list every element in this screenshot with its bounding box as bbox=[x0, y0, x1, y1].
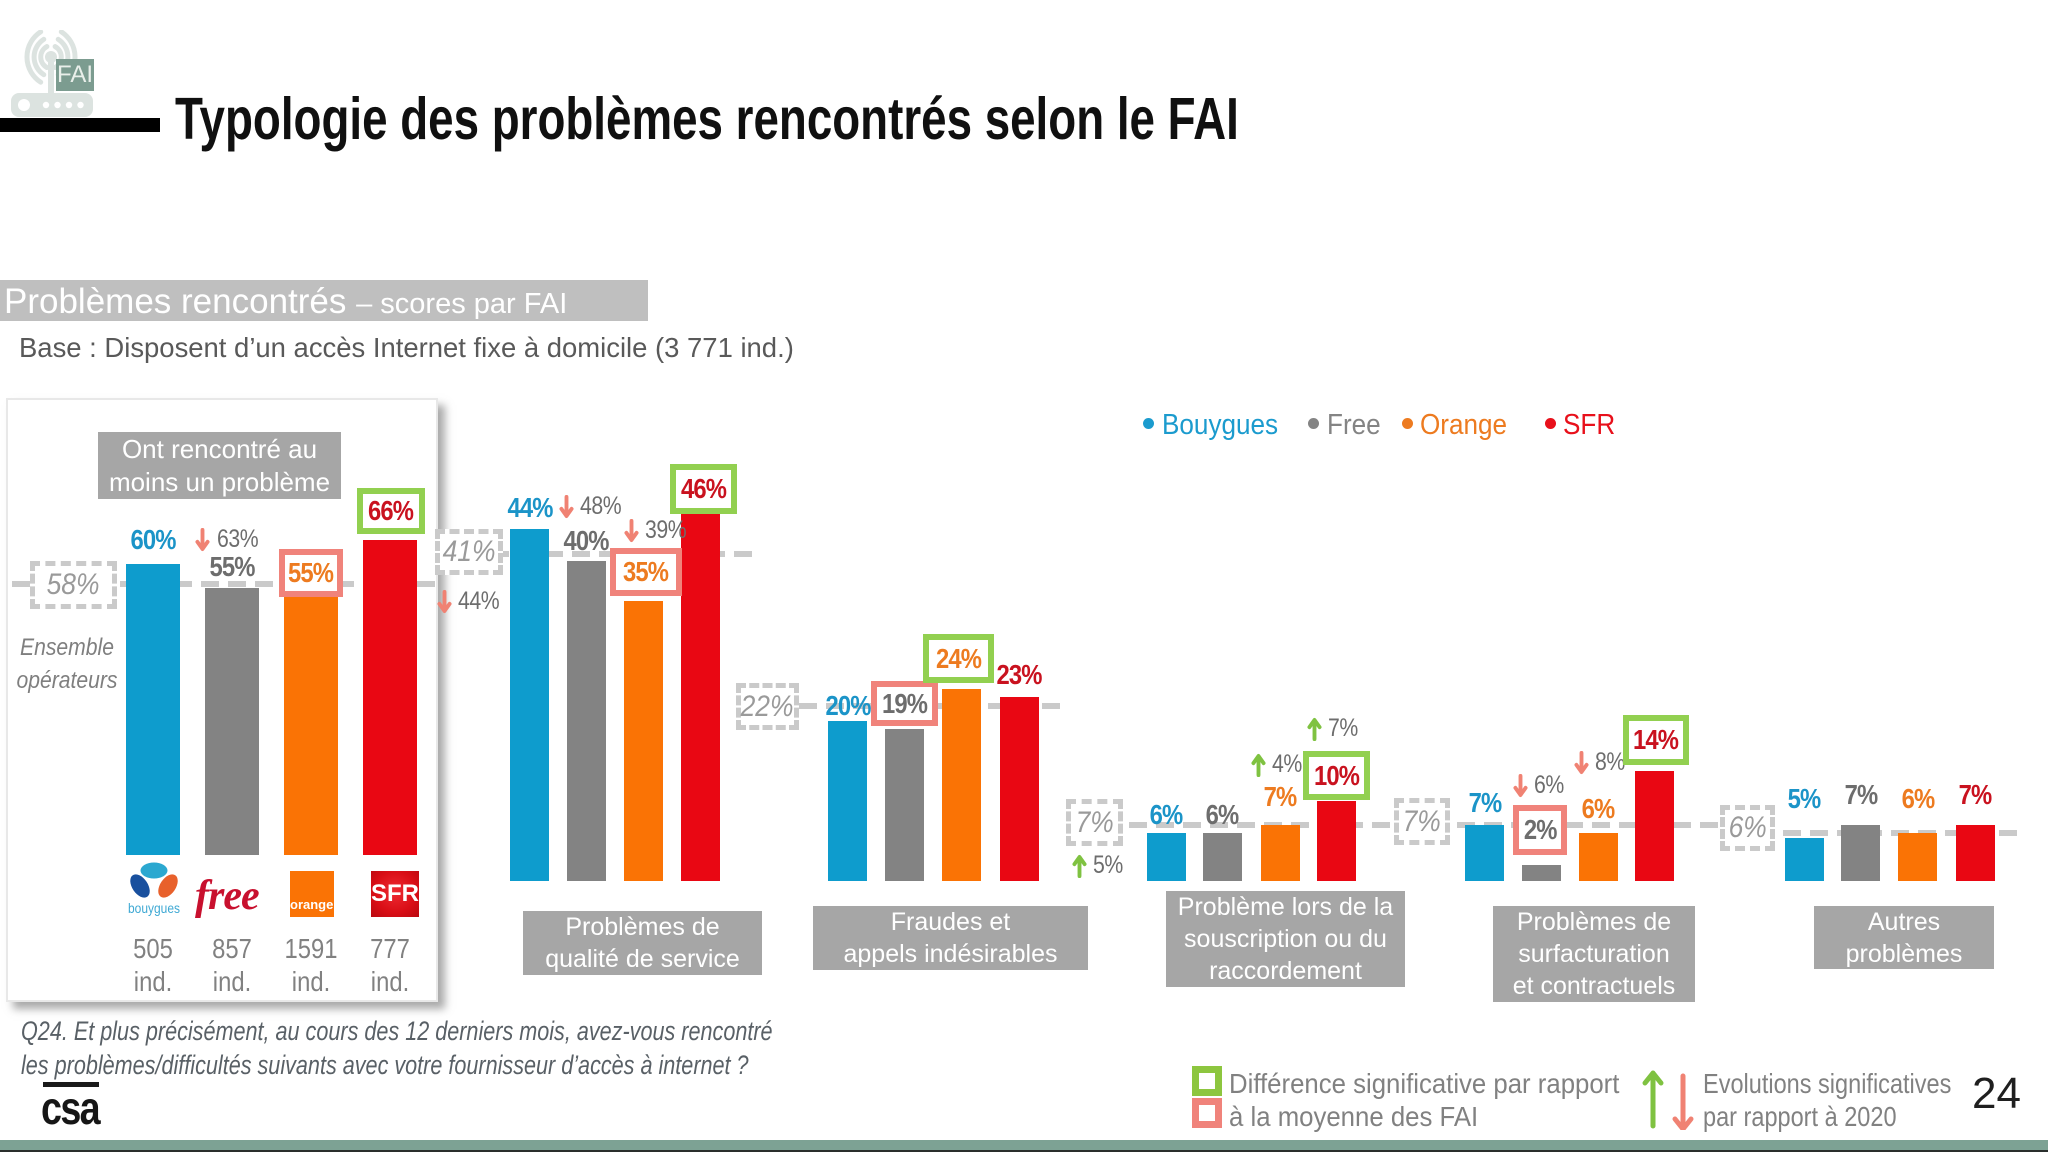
svg-text:bouygues: bouygues bbox=[128, 900, 180, 916]
